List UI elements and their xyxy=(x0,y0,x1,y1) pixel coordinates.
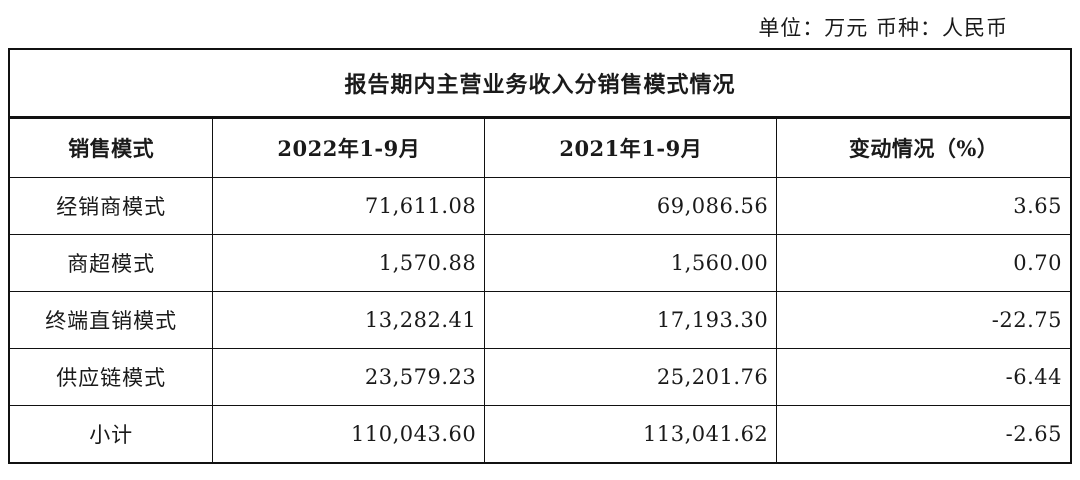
cell-2021-value: 69,086.56 xyxy=(484,177,778,235)
cell-2022-value: 13,282.41 xyxy=(212,291,486,349)
col-header-2021: 2021年1-9月 xyxy=(484,117,778,178)
sales-model-revenue-table: 报告期内主营业务收入分销售模式情况 销售模式 2022年1-9月 2021年1-… xyxy=(8,48,1072,464)
cell-2022-value: 23,579.23 xyxy=(212,348,486,406)
unit-currency-label: 单位：万元 币种：人民币 xyxy=(758,16,1008,40)
cell-2021-value: 25,201.76 xyxy=(484,348,778,406)
cell-sales-model: 终端直销模式 xyxy=(8,291,214,349)
cell-2021-value: 17,193.30 xyxy=(484,291,778,349)
cell-2021-value: 113,041.62 xyxy=(484,405,778,464)
table-row: 供应链模式 23,579.23 25,201.76 -6.44 xyxy=(8,348,1072,406)
col-header-change: 变动情况（%） xyxy=(776,117,1072,178)
col-header-sales-model: 销售模式 xyxy=(8,117,214,178)
cell-2022-value: 1,570.88 xyxy=(212,234,486,292)
table-title: 报告期内主营业务收入分销售模式情况 xyxy=(8,48,1072,119)
cell-2021-value: 1,560.00 xyxy=(484,234,778,292)
cell-sales-model: 经销商模式 xyxy=(8,177,214,235)
cell-change-pct: -2.65 xyxy=(776,405,1072,464)
cell-change-pct: 3.65 xyxy=(776,177,1072,235)
cell-change-pct: 0.70 xyxy=(776,234,1072,292)
cell-change-pct: -6.44 xyxy=(776,348,1072,406)
col-header-2022: 2022年1-9月 xyxy=(212,117,486,178)
table-header-row: 销售模式 2022年1-9月 2021年1-9月 变动情况（%） xyxy=(8,117,1072,178)
table-row-subtotal: 小计 110,043.60 113,041.62 -2.65 xyxy=(8,405,1072,464)
cell-2022-value: 71,611.08 xyxy=(212,177,486,235)
table-row: 商超模式 1,570.88 1,560.00 0.70 xyxy=(8,234,1072,292)
table-row: 终端直销模式 13,282.41 17,193.30 -22.75 xyxy=(8,291,1072,349)
cell-change-pct: -22.75 xyxy=(776,291,1072,349)
table-title-row: 报告期内主营业务收入分销售模式情况 xyxy=(8,48,1072,119)
cell-sales-model: 小计 xyxy=(8,405,214,464)
cell-sales-model: 供应链模式 xyxy=(8,348,214,406)
cell-sales-model: 商超模式 xyxy=(8,234,214,292)
table-row: 经销商模式 71,611.08 69,086.56 3.65 xyxy=(8,177,1072,235)
cell-2022-value: 110,043.60 xyxy=(212,405,486,464)
